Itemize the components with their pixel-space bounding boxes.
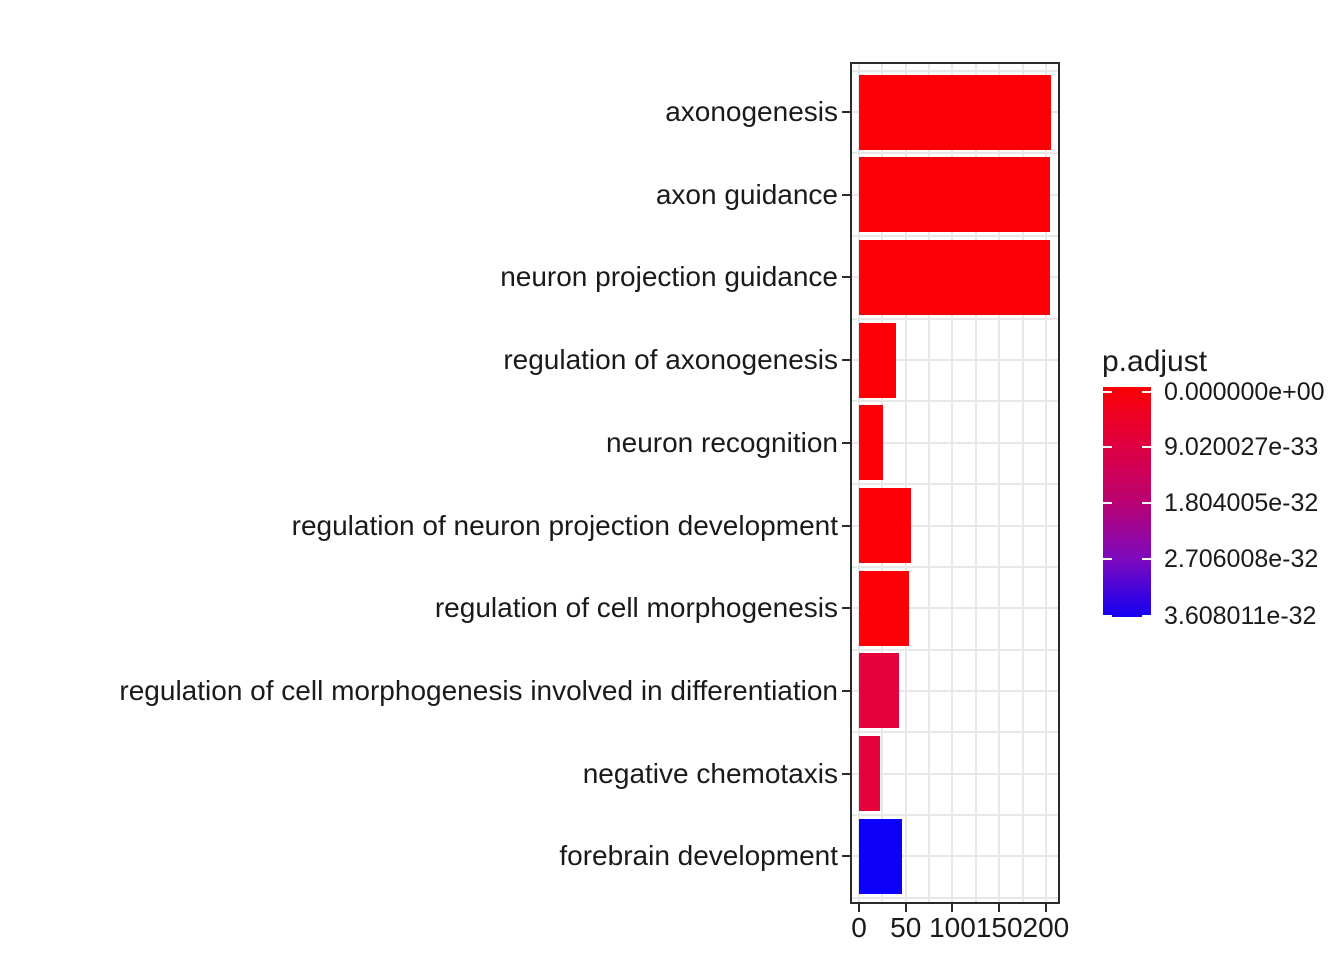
horizontal-gridline-minor <box>852 813 1058 816</box>
bars-layer <box>852 64 1058 902</box>
colorbar-tick <box>1103 390 1112 393</box>
y-axis-tick <box>842 359 850 362</box>
bar <box>859 74 1051 150</box>
colorbar-tick <box>1142 445 1151 448</box>
y-axis-tick <box>842 689 850 692</box>
vertical-gridline <box>998 64 1001 902</box>
horizontal-gridline-minor <box>852 483 1058 486</box>
y-axis-tick <box>842 772 850 775</box>
colorbar-tick <box>1142 390 1151 393</box>
x-axis-tick-label: 100 <box>929 912 976 943</box>
y-axis-category-label: regulation of cell morphogenesis <box>434 592 838 624</box>
legend-colorbar-gradient <box>1103 387 1151 617</box>
vertical-gridline <box>1044 64 1047 902</box>
horizontal-gridline-minor <box>852 648 1058 651</box>
y-axis-category-label: forebrain development <box>559 840 838 872</box>
bar <box>859 570 909 646</box>
y-axis-category-label: axonogenesis <box>665 96 838 127</box>
horizontal-gridline-minor <box>852 152 1058 155</box>
horizontal-gridline-major <box>852 855 1058 858</box>
legend-tick-label: 0.000000e+00 <box>1164 377 1325 406</box>
legend-title: p.adjust <box>1102 345 1208 378</box>
y-axis-category-label: negative chemotaxis <box>582 757 838 789</box>
horizontal-gridline-minor <box>852 565 1058 568</box>
y-axis-tick <box>842 524 850 527</box>
x-axis-tick-label: 0 <box>851 912 867 943</box>
horizontal-gridline-minor <box>852 400 1058 403</box>
colorbar-tick <box>1142 558 1151 561</box>
y-axis-category-label: regulation of axonogenesis <box>503 344 838 376</box>
x-axis-tick <box>858 904 860 912</box>
legend-tick-label: 2.706008e-32 <box>1164 545 1319 574</box>
y-axis-tick <box>842 276 850 279</box>
y-axis-tick <box>842 441 850 444</box>
colorbar-tick <box>1103 501 1112 504</box>
vertical-gridline <box>1021 64 1024 902</box>
y-axis-tick <box>842 607 850 610</box>
x-axis-tick-label: 50 <box>890 912 922 943</box>
legend-tick-label: 3.608011e-32 <box>1164 601 1317 630</box>
bar <box>859 653 900 729</box>
y-axis-category-label: regulation of neuron projection developm… <box>291 509 838 541</box>
colorbar-tick <box>1103 445 1112 448</box>
horizontal-gridline-major <box>852 359 1058 362</box>
y-axis-tick <box>842 855 850 858</box>
y-axis-category-label: neuron projection guidance <box>500 261 838 293</box>
legend-tick-label: 1.804005e-32 <box>1164 488 1319 517</box>
grid-layer <box>852 64 1058 902</box>
y-axis-category-label: neuron recognition <box>606 426 838 458</box>
horizontal-gridline-minor <box>852 731 1058 734</box>
y-axis-category-label: regulation of cell morphogenesis involve… <box>119 674 838 706</box>
bar <box>859 736 881 812</box>
x-axis-tick-label: 200 <box>1022 912 1070 943</box>
bar <box>859 818 902 894</box>
colorbar-tick <box>1103 614 1112 617</box>
x-axis-tick <box>951 904 954 912</box>
horizontal-gridline-minor <box>852 317 1058 320</box>
horizontal-gridline-major <box>852 524 1058 527</box>
colorbar-tick <box>1103 558 1112 561</box>
colorbar-tick <box>1142 614 1151 617</box>
vertical-gridline <box>858 64 860 902</box>
horizontal-gridline-major <box>852 607 1058 610</box>
legend-tick-label: 9.020027e-33 <box>1164 432 1319 461</box>
vertical-gridline <box>904 64 907 902</box>
bar <box>859 405 884 481</box>
horizontal-gridline-minor <box>852 235 1058 238</box>
horizontal-gridline-major <box>852 772 1058 775</box>
x-axis-tick <box>904 904 907 912</box>
horizontal-gridline-major <box>852 441 1058 444</box>
vertical-gridline <box>928 64 931 902</box>
horizontal-gridline-minor <box>852 896 1058 899</box>
x-axis-tick-label: 150 <box>975 912 1023 943</box>
horizontal-gridline-major <box>852 689 1058 692</box>
bar <box>859 488 912 563</box>
plot-panel <box>850 62 1060 904</box>
y-axis-category-label: axon guidance <box>655 178 838 210</box>
colorbar-tick <box>1142 501 1151 504</box>
vertical-gridline <box>974 64 977 902</box>
bar <box>859 157 1050 233</box>
bar <box>859 239 1050 315</box>
y-axis-tick <box>842 193 850 196</box>
horizontal-gridline-minor <box>852 69 1058 72</box>
vertical-gridline <box>951 64 954 902</box>
x-axis-tick <box>1044 904 1047 912</box>
vertical-gridline <box>881 64 884 902</box>
x-axis-tick <box>998 904 1001 912</box>
bar <box>859 322 897 398</box>
y-axis-tick <box>842 111 850 113</box>
